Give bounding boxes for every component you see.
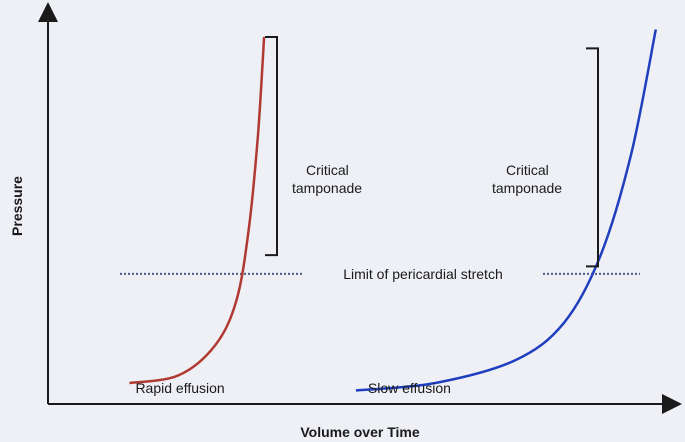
critical-tamponade-label-slow: Critical tamponade	[492, 162, 562, 196]
critical-tamponade-bracket-slow	[586, 47, 599, 268]
critical-tamponade-bracket-rapid	[265, 36, 278, 257]
slow-effusion-label: Slow effusion	[368, 380, 451, 396]
y-axis-title: Pressure	[9, 176, 25, 236]
x-axis-title: Volume over Time	[300, 424, 420, 440]
rapid-effusion-curve	[129, 36, 266, 385]
stretch-limit-label: Limit of pericardial stretch	[343, 266, 503, 282]
critical-tamponade-label-rapid: Critical tamponade	[292, 162, 362, 196]
rapid-effusion-label: Rapid effusion	[135, 380, 224, 396]
slow-effusion-curve	[355, 29, 658, 392]
